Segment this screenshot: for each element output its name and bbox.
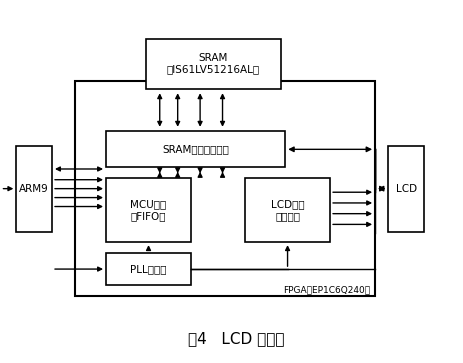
Text: LCD: LCD [396,184,417,193]
Text: MCU接口
（FIFO）: MCU接口 （FIFO） [131,199,167,221]
Text: PLL锁相环: PLL锁相环 [130,264,167,274]
Text: 图4   LCD 控制器: 图4 LCD 控制器 [188,331,284,346]
Bar [146,38,281,89]
Bar [75,81,375,296]
Text: FPGA（EP1C6Q240）: FPGA（EP1C6Q240） [283,285,370,294]
Bar [106,253,191,285]
Bar [106,178,191,242]
Text: SRAM
（IS61LV51216AL）: SRAM （IS61LV51216AL） [167,53,260,74]
Text: SRAM读写控制模块: SRAM读写控制模块 [162,144,229,154]
Bar [16,146,52,232]
Bar [388,146,425,232]
Text: LCD时序
控制模块: LCD时序 控制模块 [271,199,304,221]
Bar [245,178,330,242]
Bar [106,131,285,167]
Text: ARM9: ARM9 [19,184,49,193]
